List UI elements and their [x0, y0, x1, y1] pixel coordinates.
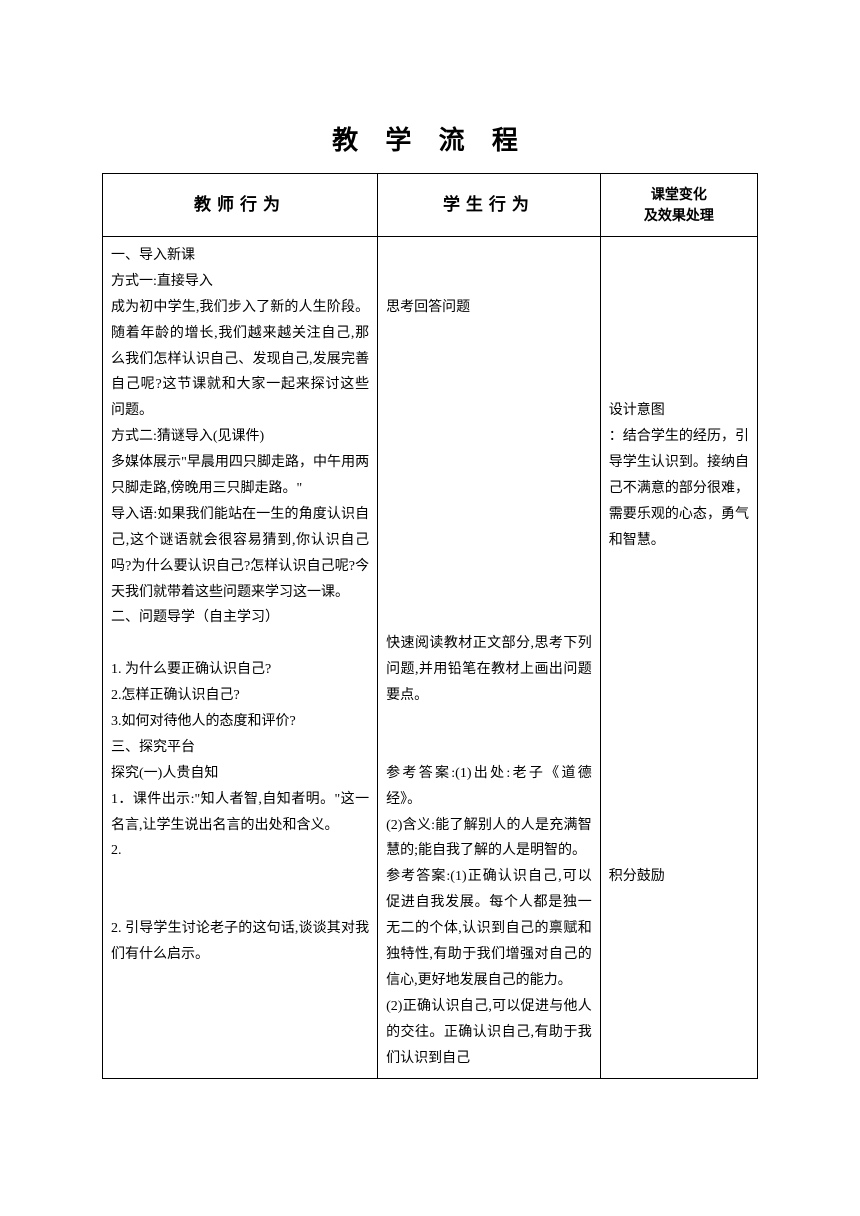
header-col3-line1: 课堂变化: [651, 186, 707, 202]
spacer: [386, 502, 592, 528]
teacher-p15: 2. 引导学生讨论老子的这句话,谈谈其对我们有什么启示。: [111, 916, 369, 968]
spacer: [609, 631, 749, 657]
header-student-behavior: 学生行为: [378, 174, 601, 237]
spacer: [386, 450, 592, 476]
effect-p2: ：结合学生的经历，引导学生认识到。接纳自己不满意的部分很难，需要乐观的心态，勇气…: [609, 424, 749, 553]
spacer: [609, 813, 749, 839]
spacer: [386, 735, 592, 761]
spacer: [386, 528, 592, 554]
spacer: [609, 683, 749, 709]
spacer: [609, 657, 749, 683]
teacher-p10: 3.如何对待他人的态度和评价?: [111, 709, 369, 735]
spacer: [386, 476, 592, 502]
table-body-row: 一、导入新课 方式一:直接导入 成为初中学生,我们步入了新的人生阶段。随着年龄的…: [103, 237, 758, 1079]
spacer: [111, 890, 369, 916]
student-p6: (2)正确认识自己,可以促进与他人的交往。正确认识自己,有助于我们认识到自己: [386, 994, 592, 1072]
student-p1: 思考回答问题: [386, 295, 592, 321]
spacer: [386, 372, 592, 398]
spacer: [386, 269, 592, 295]
spacer: [609, 761, 749, 787]
student-p3: 参考答案:(1)出处:老子《道德经》。: [386, 761, 592, 813]
teacher-p2: 方式一:直接导入: [111, 269, 369, 295]
teacher-p3: 成为初中学生,我们步入了新的人生阶段。随着年龄的增长,我们越来越关注自己,那么我…: [111, 295, 369, 424]
spacer: [386, 580, 592, 606]
student-p2: 快速阅读教材正文部分,思考下列问题,并用铅笔在教材上画出问题要点。: [386, 631, 592, 709]
student-p5: 参考答案:(1)正确认识自己,可以促进自我发展。每个人都是独一无二的个体,认识到…: [386, 864, 592, 993]
student-behavior-cell: 思考回答问题 快速阅读教材正文部分,思考下列问题,并用铅笔在教材上画出问题要点。…: [378, 237, 601, 1079]
spacer: [609, 735, 749, 761]
student-p4: (2)含义:能了解别人的人是充满智慧的;能自我了解的人是明智的。: [386, 813, 592, 865]
teacher-behavior-cell: 一、导入新课 方式一:直接导入 成为初中学生,我们步入了新的人生阶段。随着年龄的…: [103, 237, 378, 1079]
spacer: [609, 580, 749, 606]
spacer: [609, 838, 749, 864]
spacer: [386, 424, 592, 450]
effect-p3: 积分鼓励: [609, 864, 749, 890]
classroom-effect-cell: 设计意图 ：结合学生的经历，引导学生认识到。接纳自己不满意的部分很难，需要乐观的…: [600, 237, 757, 1079]
header-teacher-behavior: 教师行为: [103, 174, 378, 237]
teacher-p9: 2.怎样正确认识自己?: [111, 683, 369, 709]
spacer: [609, 709, 749, 735]
spacer: [609, 605, 749, 631]
spacer: [386, 243, 592, 269]
teacher-p7: 二、问题导学（自主学习）: [111, 605, 369, 631]
spacer: [386, 321, 592, 347]
spacer: [111, 631, 369, 657]
teacher-p4: 方式二:猜谜导入(见课件): [111, 424, 369, 450]
spacer: [609, 269, 749, 295]
table-header-row: 教师行为 学生行为 课堂变化 及效果处理: [103, 174, 758, 237]
teacher-p11: 三、探究平台: [111, 735, 369, 761]
header-classroom-effect: 课堂变化 及效果处理: [600, 174, 757, 237]
spacer: [386, 398, 592, 424]
spacer: [609, 372, 749, 398]
spacer: [609, 787, 749, 813]
teacher-p13: 1．课件出示:"知人者智,自知者明。"这一名言,让学生说出名言的出处和含义。: [111, 787, 369, 839]
spacer: [386, 554, 592, 580]
spacer: [609, 321, 749, 347]
spacer: [609, 554, 749, 580]
page-title: 教 学 流 程: [102, 120, 758, 157]
effect-p1: 设计意图: [609, 398, 749, 424]
spacer: [609, 243, 749, 269]
teacher-p8: 1. 为什么要正确认识自己?: [111, 657, 369, 683]
spacer: [386, 709, 592, 735]
teacher-p12: 探究(一)人贵自知: [111, 761, 369, 787]
spacer: [386, 347, 592, 373]
teacher-p6: 导入语:如果我们能站在一生的角度认识自己,这个谜语就会很容易猜到,你认识自己吗?…: [111, 502, 369, 606]
teacher-p14: 2.: [111, 838, 369, 864]
spacer: [609, 295, 749, 321]
spacer: [111, 864, 369, 890]
spacer: [386, 605, 592, 631]
header-col3-line2: 及效果处理: [644, 207, 714, 223]
teacher-p1: 一、导入新课: [111, 243, 369, 269]
spacer: [609, 347, 749, 373]
teacher-p5: 多媒体展示"早晨用四只脚走路，中午用两只脚走路,傍晚用三只脚走路。": [111, 450, 369, 502]
teaching-flow-table: 教师行为 学生行为 课堂变化 及效果处理 一、导入新课 方式一:直接导入 成为初…: [102, 173, 758, 1079]
